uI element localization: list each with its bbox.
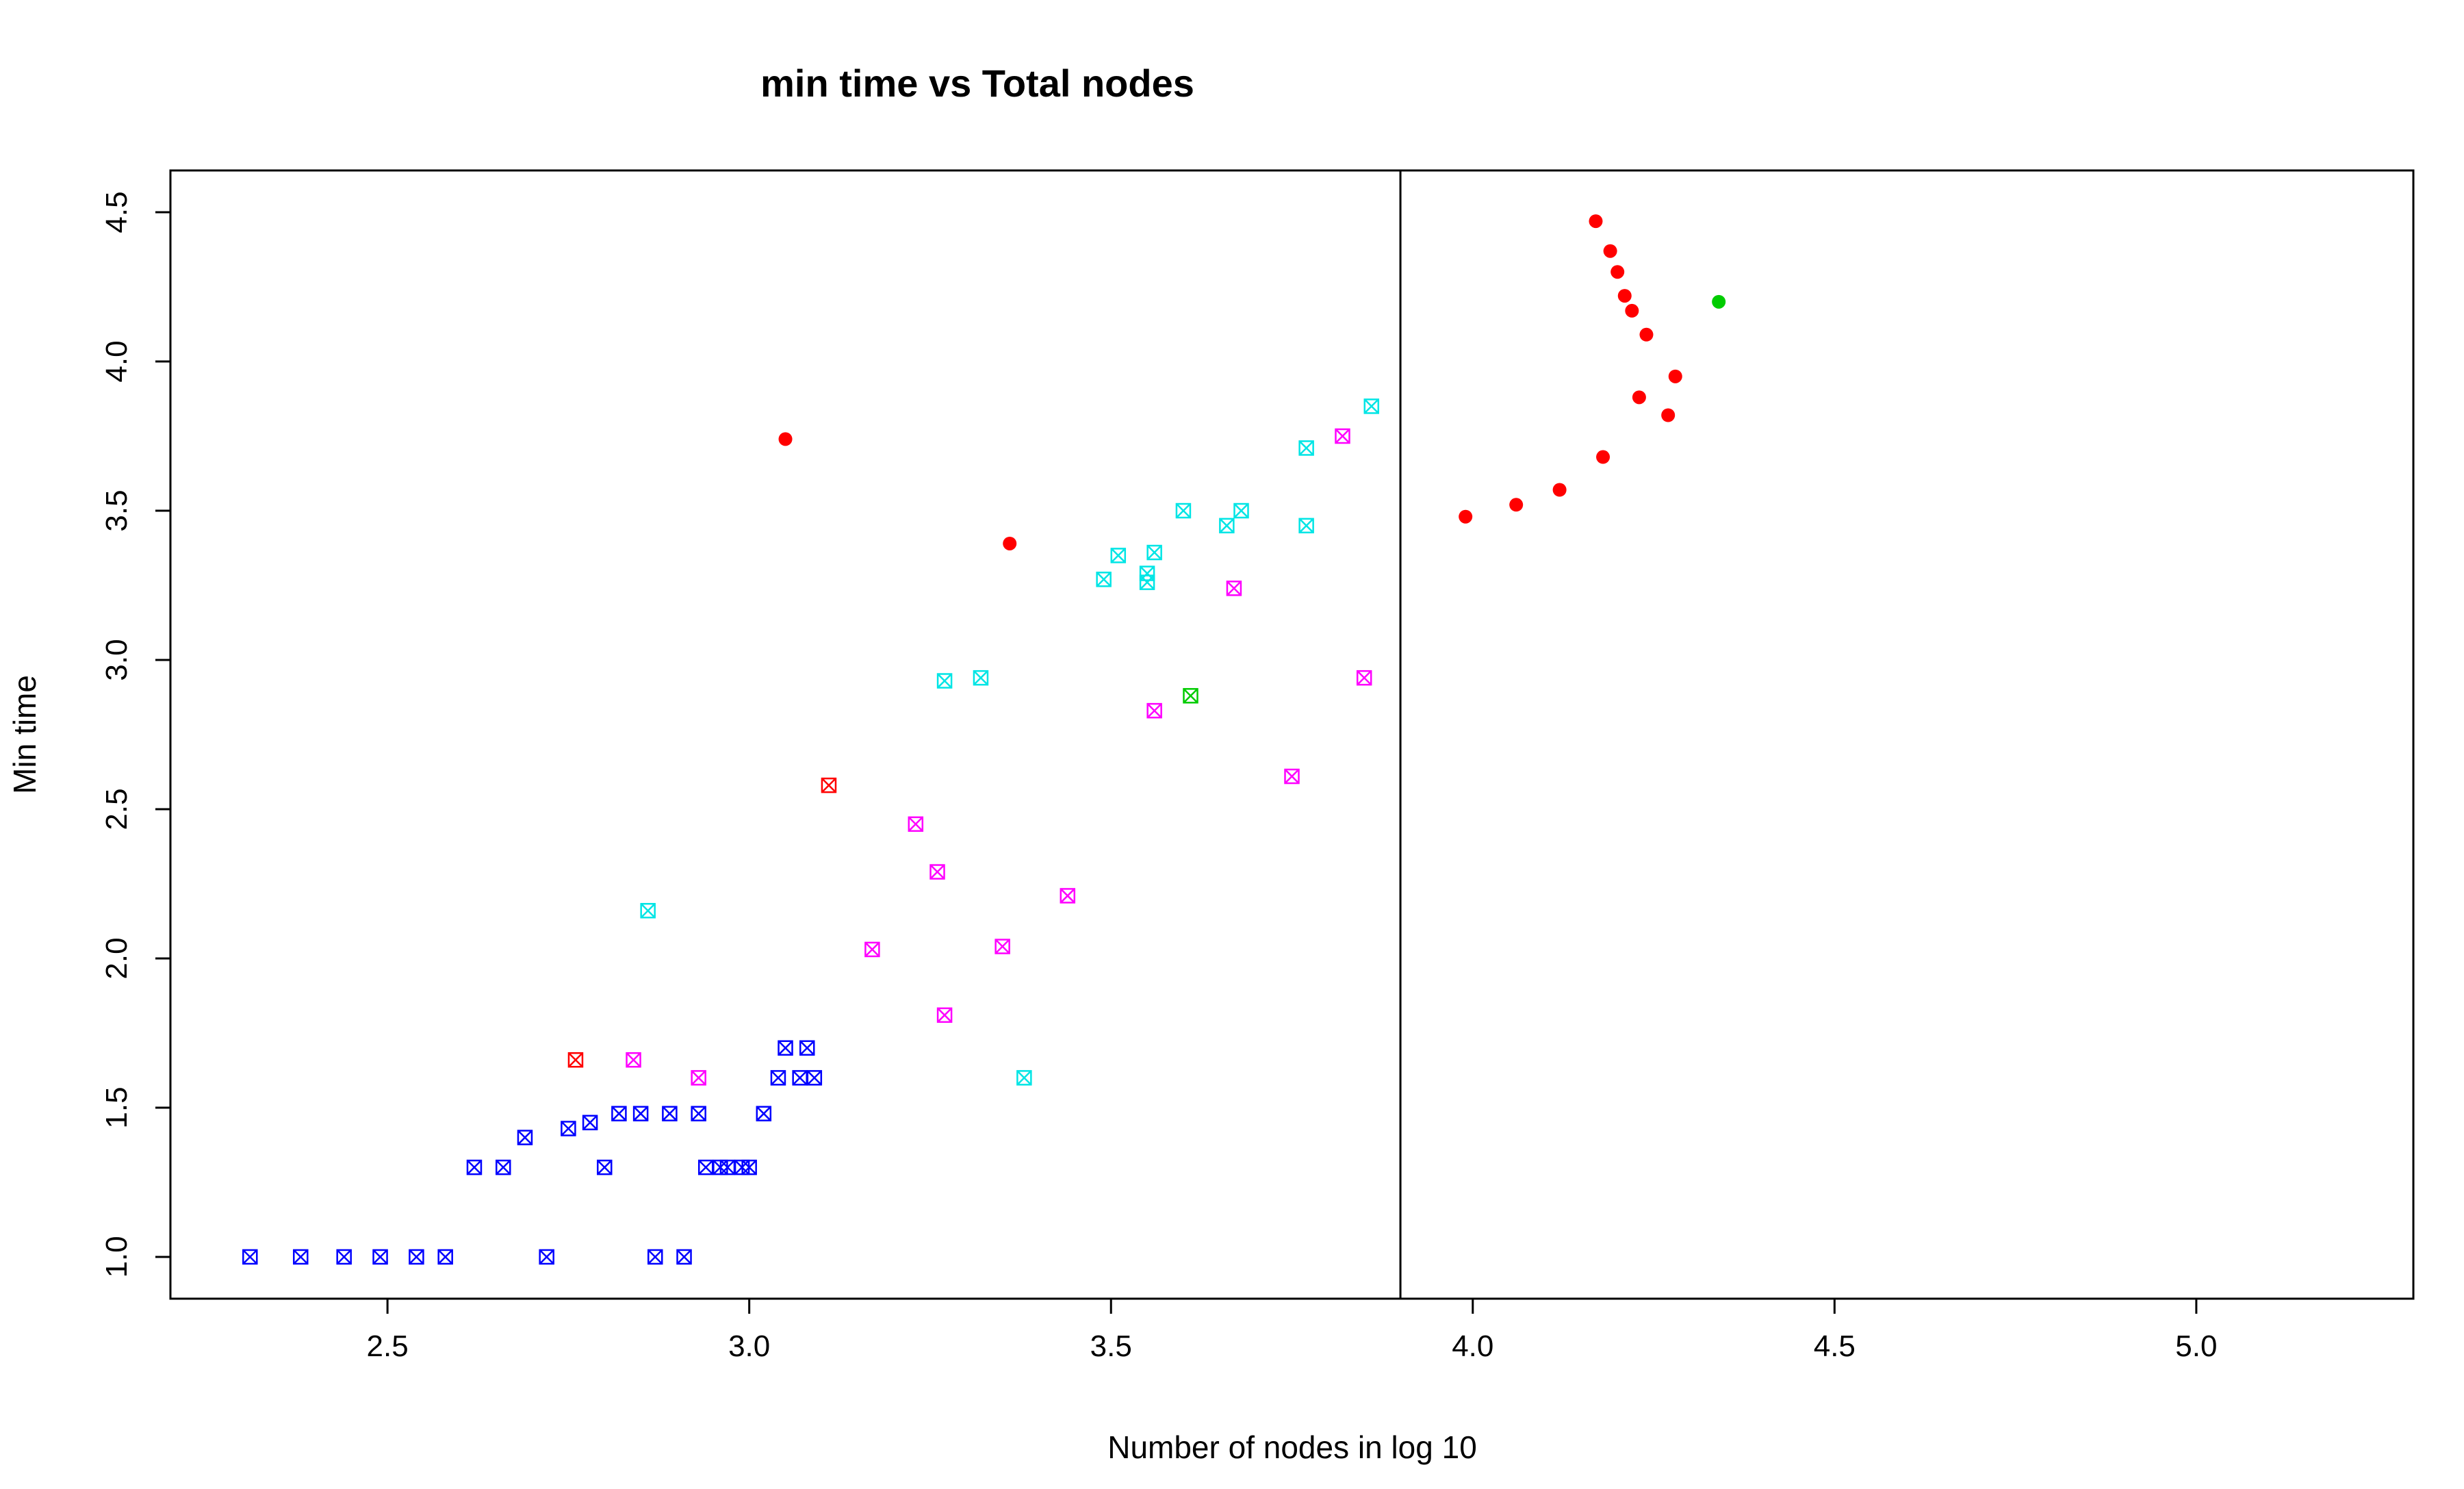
data-point <box>1298 440 1314 456</box>
data-point <box>597 1159 613 1175</box>
data-point <box>409 1249 424 1265</box>
data-point <box>582 1115 598 1131</box>
data-point <box>1552 483 1567 497</box>
data-point <box>242 1249 258 1265</box>
data-point <box>792 1070 808 1086</box>
y-tick-label: 3.0 <box>100 639 133 680</box>
data-point <box>799 1040 815 1056</box>
data-point <box>466 1159 483 1175</box>
data-point <box>994 939 1010 954</box>
x-tick-label: 3.5 <box>1090 1329 1132 1363</box>
plot-frame <box>169 169 2415 1300</box>
data-point <box>1661 408 1676 422</box>
y-tick-label: 1.0 <box>100 1236 133 1277</box>
data-point <box>1175 502 1192 519</box>
y-tick-label: 2.0 <box>100 937 133 979</box>
data-point <box>1639 327 1654 342</box>
data-point <box>1610 265 1625 279</box>
data-point <box>908 816 924 832</box>
data-point <box>626 1052 641 1068</box>
data-point <box>719 1159 736 1175</box>
data-point <box>929 864 945 880</box>
y-tick-label: 3.5 <box>100 489 133 531</box>
data-point <box>496 1159 511 1175</box>
x-tick-label: 2.5 <box>367 1329 409 1363</box>
data-point <box>756 1106 772 1121</box>
data-point <box>1146 702 1162 719</box>
data-point <box>539 1249 554 1265</box>
data-point <box>806 1070 823 1086</box>
data-point <box>567 1052 584 1068</box>
data-point <box>1298 518 1314 534</box>
data-point <box>821 777 837 793</box>
data-point <box>1356 670 1372 686</box>
data-point <box>1625 303 1639 318</box>
data-point <box>936 673 953 689</box>
data-point <box>1284 768 1300 785</box>
data-point <box>437 1249 453 1265</box>
x-axis-label: Number of nodes in log 10 <box>1107 1429 1477 1465</box>
data-point <box>647 1249 663 1265</box>
data-point <box>1233 502 1249 519</box>
x-tick-label: 3.0 <box>728 1329 770 1363</box>
data-point <box>1226 581 1242 596</box>
data-point <box>1335 428 1350 444</box>
x-tick-label: 4.0 <box>1452 1329 1493 1363</box>
data-point <box>1589 214 1603 229</box>
data-point <box>741 1159 757 1175</box>
data-point <box>1016 1070 1032 1086</box>
data-point <box>632 1106 649 1121</box>
data-point <box>1712 294 1726 309</box>
data-point <box>1003 536 1017 550</box>
data-point <box>1110 548 1127 563</box>
x-axis: 2.5 3.0 3.5 4.0 4.5 5.0 <box>367 1299 2217 1363</box>
data-point <box>1617 289 1632 303</box>
data-point <box>691 1070 706 1086</box>
data-point <box>372 1249 388 1265</box>
data-point <box>561 1121 576 1136</box>
data-point <box>1060 888 1076 904</box>
data-point <box>1363 398 1380 414</box>
data-point <box>293 1249 309 1265</box>
data-point <box>1668 369 1682 383</box>
data-point <box>517 1130 533 1145</box>
y-tick-label: 4.5 <box>100 191 133 233</box>
x-tick-label: 5.0 <box>2175 1329 2217 1363</box>
data-point <box>1459 509 1473 524</box>
data-point <box>864 941 880 958</box>
data-point <box>936 1007 953 1023</box>
data-point <box>676 1249 692 1265</box>
data-points <box>242 214 1726 1265</box>
data-point <box>778 432 793 446</box>
y-tick-label: 1.5 <box>100 1086 133 1128</box>
data-point <box>1603 244 1617 258</box>
data-point <box>611 1106 627 1121</box>
data-point <box>698 1159 714 1175</box>
y-tick-label: 2.5 <box>100 788 133 830</box>
data-point <box>1219 518 1235 534</box>
data-point <box>1509 498 1524 512</box>
data-point <box>770 1070 786 1086</box>
data-point <box>640 902 656 919</box>
data-point <box>1096 572 1112 587</box>
data-point <box>1139 574 1155 590</box>
x-tick-label: 4.5 <box>1814 1329 1856 1363</box>
data-point <box>662 1106 678 1121</box>
data-point <box>1596 450 1610 464</box>
data-point <box>1632 390 1646 405</box>
y-axis: 1.0 1.5 2.0 2.5 3.0 3.5 4.0 4.5 <box>100 191 170 1278</box>
data-point <box>691 1106 706 1121</box>
chart-title: min time vs Total nodes <box>760 62 1194 105</box>
data-point <box>336 1249 352 1265</box>
data-point <box>1183 688 1198 704</box>
data-point <box>973 670 989 686</box>
data-point <box>1146 544 1162 561</box>
data-point <box>778 1040 793 1056</box>
y-axis-label: Min time <box>7 675 42 794</box>
y-tick-label: 4.0 <box>100 340 133 382</box>
